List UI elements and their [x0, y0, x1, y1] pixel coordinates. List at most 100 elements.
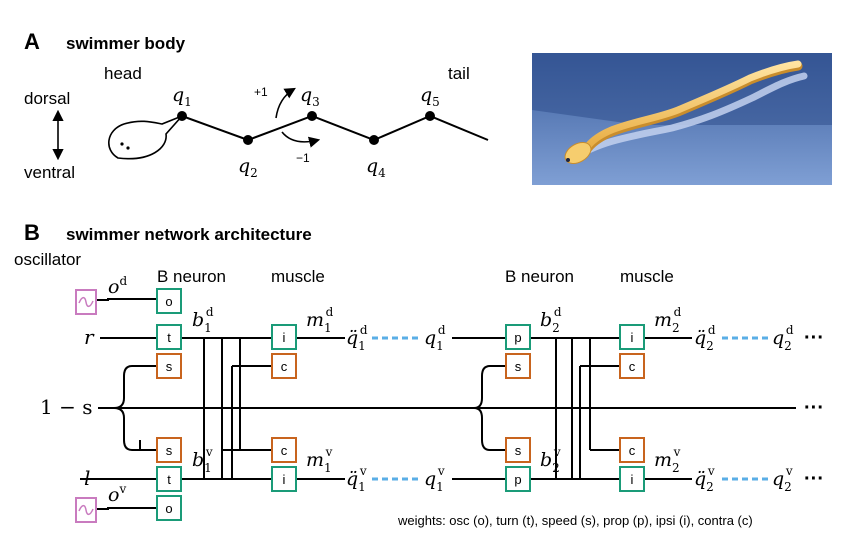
- minus-one-label: −1: [296, 151, 310, 165]
- ellipsis-ventral: ···: [804, 468, 824, 490]
- synapse-boxes: o t s s t o i c c i p s s p i c c i: [156, 288, 645, 521]
- syn-b1d-speed: s: [156, 353, 182, 379]
- svg-text:s: s: [515, 359, 522, 374]
- syn-b1v-speed: s: [156, 437, 182, 463]
- svg-text:t: t: [167, 472, 171, 487]
- qdd1d-symbol: q̈1d: [346, 323, 368, 353]
- osc-dorsal-symbol: od: [108, 274, 127, 298]
- network-wiring: [80, 298, 796, 510]
- m2d-symbol: m2d: [654, 305, 682, 335]
- joint-dots: [177, 111, 435, 145]
- syn-b1v-osc: o: [156, 495, 182, 521]
- integration-links: [372, 336, 768, 481]
- swimmer-body-segments: [181, 114, 489, 142]
- joint-4-dot: [369, 135, 379, 145]
- panel-a-letter: A: [24, 29, 40, 54]
- m1d-symbol: m1d: [306, 305, 334, 335]
- input-l-label: l: [84, 466, 90, 490]
- qdd2v-symbol: q̈2v: [694, 464, 715, 494]
- osc-ventral-symbol: ov: [108, 482, 126, 506]
- ellipsis-speed: ···: [804, 397, 824, 419]
- negative-rotation-arrow: [281, 131, 321, 148]
- joint-label-q2: q2: [238, 155, 258, 180]
- joint-label-q5: q5: [420, 84, 440, 109]
- syn-m1d-ipsi: i: [271, 324, 297, 350]
- svg-text:i: i: [283, 472, 286, 487]
- q2d-symbol: q2d: [772, 323, 794, 353]
- panel-a: A swimmer body head tail dorsal ventral …: [24, 29, 832, 185]
- q1d-symbol: q1d: [424, 323, 446, 353]
- svg-text:o: o: [165, 501, 172, 516]
- svg-text:i: i: [283, 330, 286, 345]
- syn-b1v-turn: t: [156, 466, 182, 492]
- panel-b-letter: B: [24, 220, 40, 245]
- qdd2d-symbol: q̈2d: [694, 323, 716, 353]
- oscillator-dorsal-icon: [75, 289, 97, 315]
- ventral-label: ventral: [24, 163, 75, 182]
- svg-text:s: s: [166, 359, 173, 374]
- joint-label-q3: q3: [300, 84, 320, 109]
- svg-text:c: c: [629, 443, 636, 458]
- qdd1v-symbol: q̈1v: [346, 464, 367, 494]
- syn-m2d-contra: c: [619, 353, 645, 379]
- syn-b2d-speed: s: [505, 353, 531, 379]
- syn-m1v-contra: c: [271, 437, 297, 463]
- syn-m1d-contra: c: [271, 353, 297, 379]
- b1d-symbol: b1d: [192, 305, 214, 335]
- dorsal-label: dorsal: [24, 89, 70, 108]
- input-r-label: r: [84, 325, 95, 349]
- syn-b1d-turn: t: [156, 324, 182, 350]
- muscle-label-1: muscle: [271, 267, 325, 286]
- svg-text:s: s: [166, 443, 173, 458]
- svg-text:c: c: [629, 359, 636, 374]
- b1v-symbol: b1v: [192, 445, 213, 475]
- joint-1-dot: [177, 111, 187, 121]
- panel-a-title: swimmer body: [66, 34, 186, 53]
- svg-text:c: c: [281, 359, 288, 374]
- b2v-symbol: b2v: [540, 445, 561, 475]
- joint-3-dot: [307, 111, 317, 121]
- syn-b1d-osc: o: [156, 288, 182, 314]
- weights-caption: weights: osc (o), turn (t), speed (s), p…: [397, 513, 753, 528]
- positive-rotation-arrow: [275, 87, 296, 119]
- q2v-symbol: q2v: [772, 464, 793, 494]
- syn-m2v-ipsi: i: [619, 466, 645, 492]
- svg-text:t: t: [167, 330, 171, 345]
- swimmer-head-icon: [108, 115, 183, 160]
- oscillator-ventral-icon: [75, 497, 97, 523]
- state-symbols: b1d b1v m1d m1v q̈1d q̈1v q1d q1v b2d b2…: [192, 305, 794, 494]
- head-label: head: [104, 64, 142, 83]
- svg-text:i: i: [631, 472, 634, 487]
- joint-label-q1: q1: [172, 84, 192, 109]
- syn-b2v-prop: p: [505, 466, 531, 492]
- syn-m2v-contra: c: [619, 437, 645, 463]
- svg-text:s: s: [515, 443, 522, 458]
- swimmer-render-image: [532, 53, 832, 185]
- svg-text:i: i: [631, 330, 634, 345]
- syn-m1v-ipsi: i: [271, 466, 297, 492]
- joint-5-dot: [425, 111, 435, 121]
- muscle-label-2: muscle: [620, 267, 674, 286]
- panel-b-title: swimmer network architecture: [66, 225, 312, 244]
- b2d-symbol: b2d: [540, 305, 562, 335]
- oscillator-label: oscillator: [14, 250, 81, 269]
- b-neuron-label-2: B neuron: [505, 267, 574, 286]
- speed-input-label: 1 − s: [40, 395, 92, 419]
- panel-b: B swimmer network architecture oscillato…: [14, 220, 824, 528]
- m1v-symbol: m1v: [306, 445, 333, 475]
- syn-b2v-speed: s: [505, 437, 531, 463]
- m2v-symbol: m2v: [654, 445, 681, 475]
- svg-text:o: o: [165, 294, 172, 309]
- joint-label-q4: q4: [366, 155, 386, 180]
- svg-text:c: c: [281, 443, 288, 458]
- tail-label: tail: [448, 64, 470, 83]
- b-neuron-label-1: B neuron: [157, 267, 226, 286]
- plus-one-label: +1: [254, 85, 268, 99]
- ellipsis-dorsal: ···: [804, 327, 824, 349]
- q1v-symbol: q1v: [424, 464, 445, 494]
- syn-m2d-ipsi: i: [619, 324, 645, 350]
- joint-2-dot: [243, 135, 253, 145]
- svg-text:p: p: [514, 472, 521, 487]
- svg-text:p: p: [514, 330, 521, 345]
